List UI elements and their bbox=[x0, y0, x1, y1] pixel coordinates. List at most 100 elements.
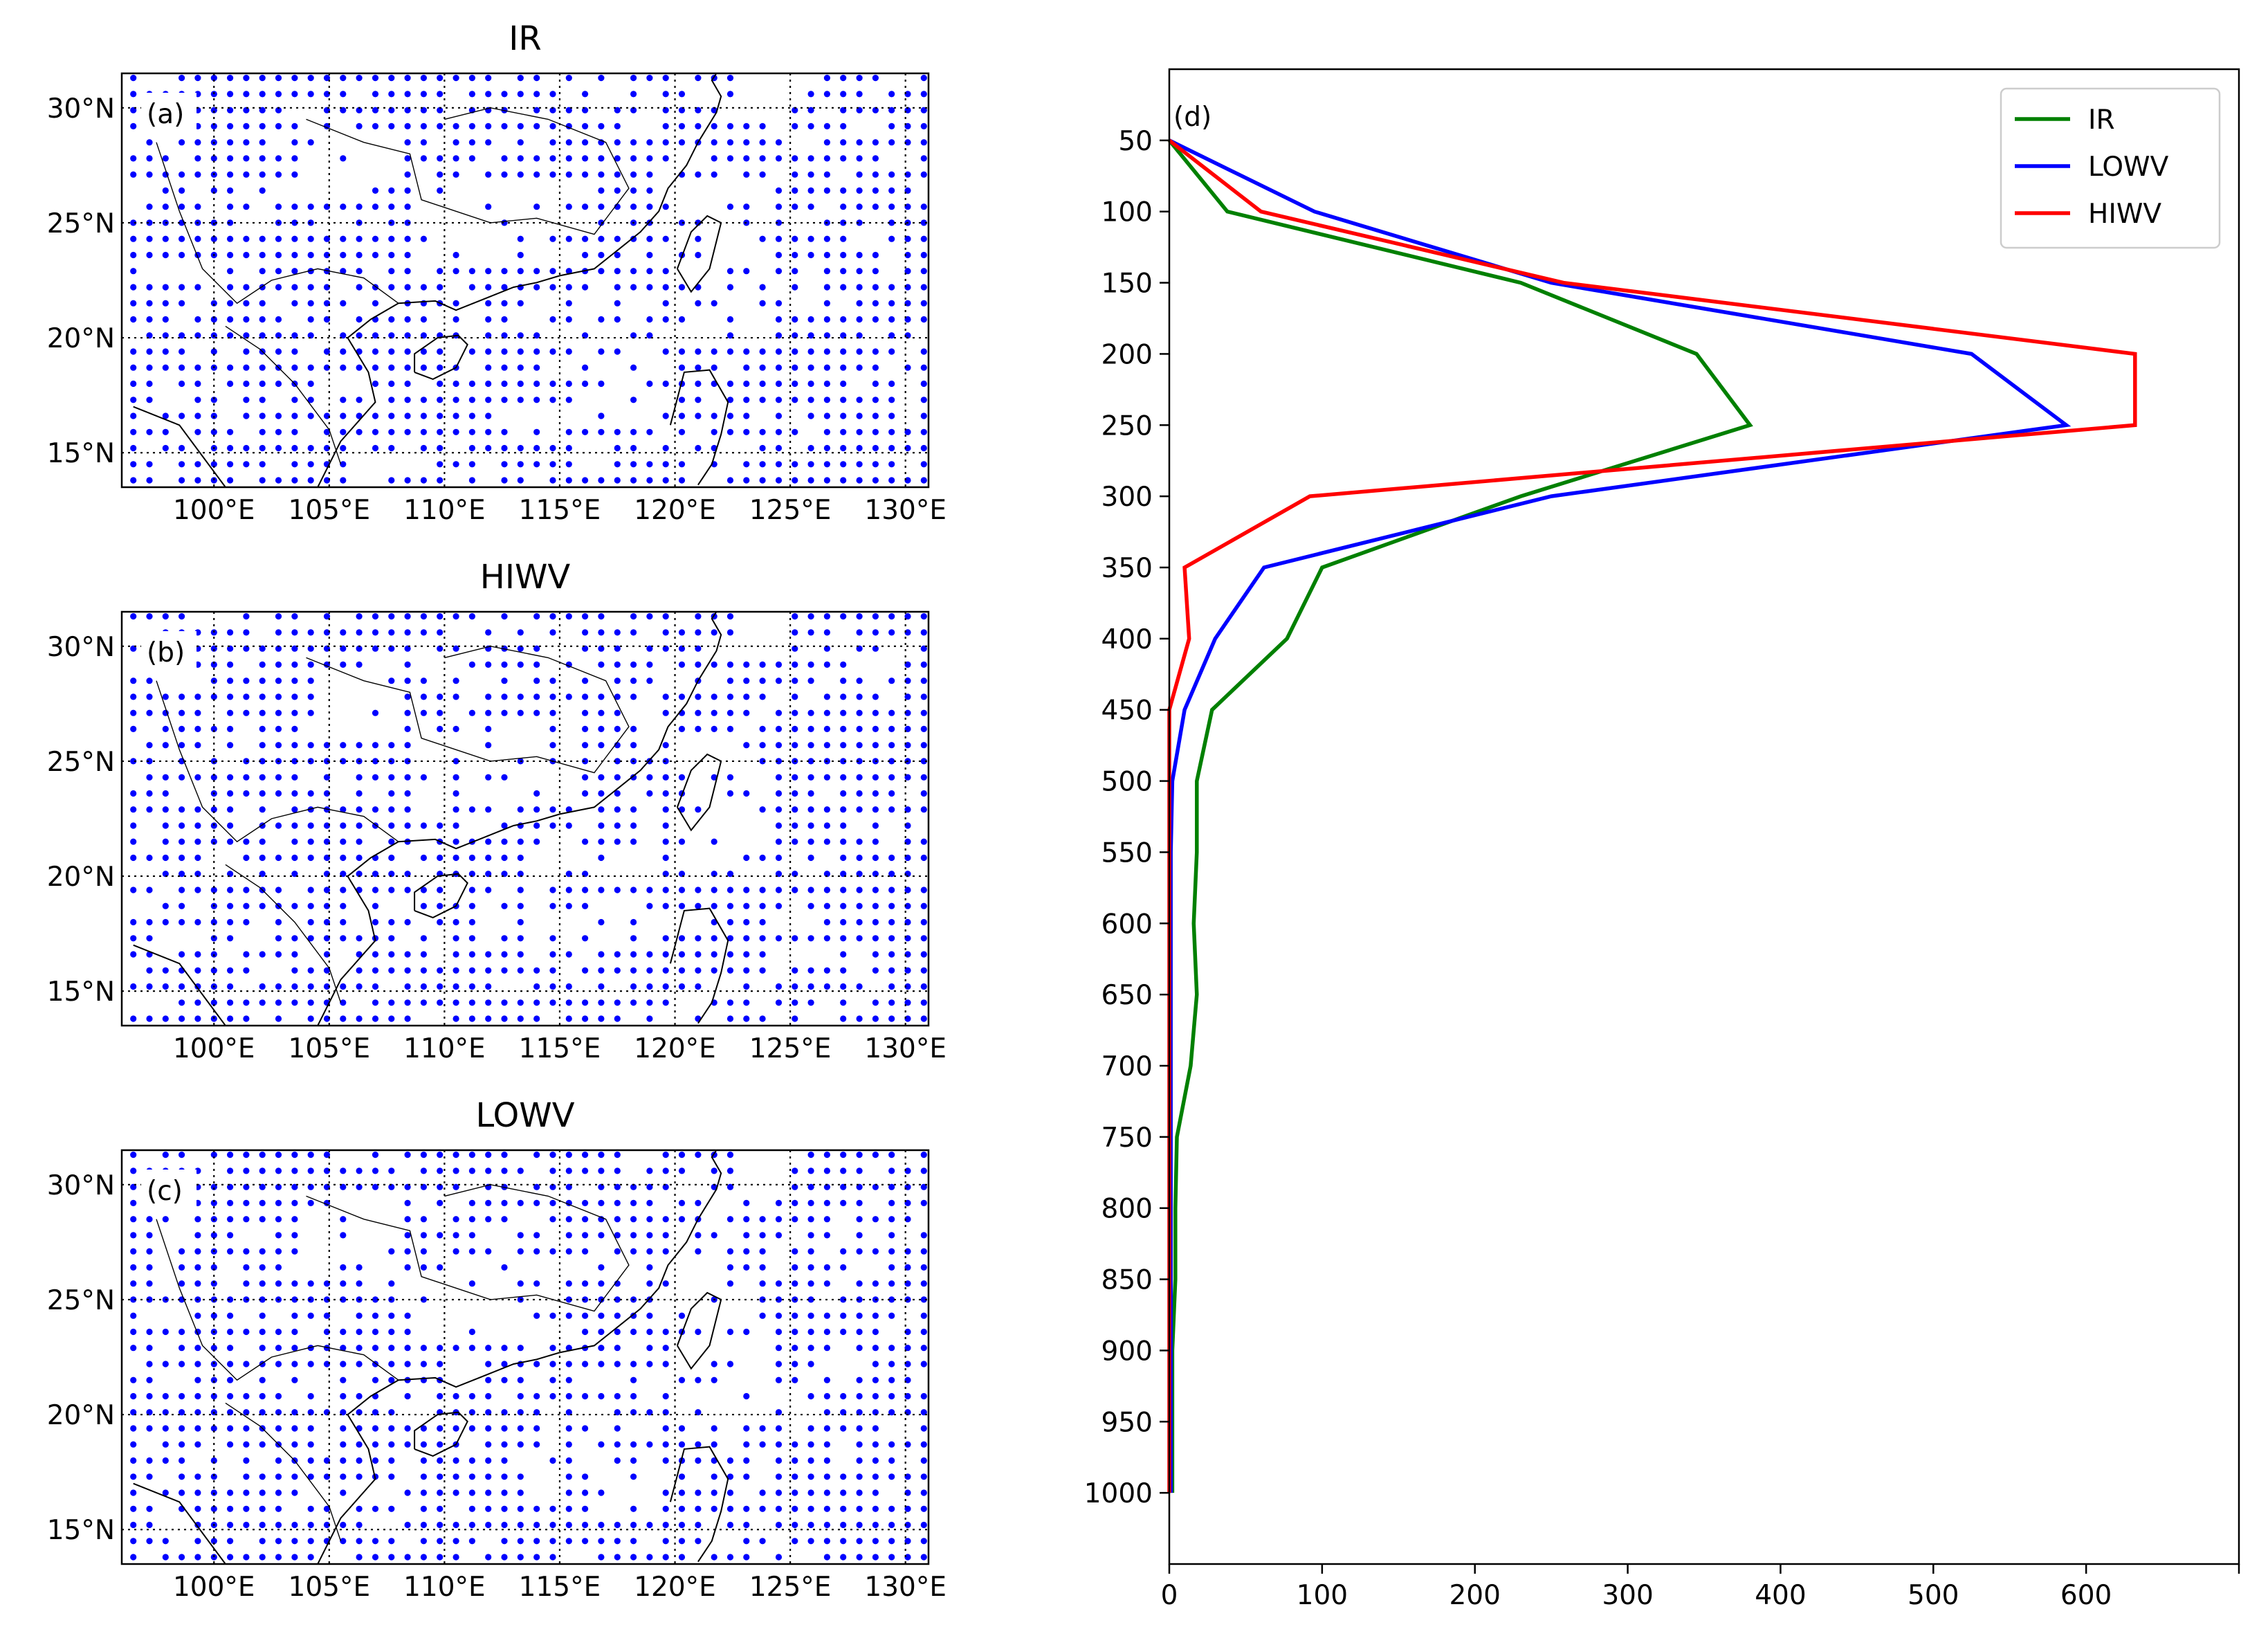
observation-point bbox=[194, 203, 201, 210]
observation-point bbox=[565, 1280, 572, 1287]
observation-point bbox=[695, 412, 702, 419]
observation-point bbox=[533, 999, 540, 1006]
observation-point bbox=[920, 629, 927, 636]
observation-point bbox=[388, 1457, 395, 1464]
observation-point bbox=[179, 1280, 185, 1287]
observation-point bbox=[227, 822, 234, 829]
observation-point bbox=[743, 790, 750, 797]
observation-point bbox=[533, 661, 540, 669]
observation-point bbox=[662, 1345, 669, 1352]
observation-point bbox=[291, 235, 298, 242]
observation-point bbox=[162, 790, 169, 797]
observation-point bbox=[210, 300, 217, 307]
observation-point bbox=[904, 1521, 911, 1529]
observation-point bbox=[388, 774, 395, 781]
observation-point bbox=[856, 1216, 863, 1223]
observation-point bbox=[888, 139, 895, 146]
observation-point bbox=[501, 1345, 508, 1352]
observation-point bbox=[823, 1216, 830, 1223]
observation-point bbox=[630, 428, 637, 435]
observation-point bbox=[695, 75, 702, 82]
observation-point bbox=[517, 139, 524, 146]
observation-point bbox=[517, 1489, 524, 1496]
observation-point bbox=[372, 806, 379, 813]
observation-point bbox=[146, 693, 153, 700]
observation-point bbox=[227, 1248, 234, 1255]
observation-point bbox=[775, 1505, 783, 1512]
observation-point bbox=[179, 477, 185, 484]
observation-point bbox=[872, 348, 879, 355]
observation-point bbox=[275, 1167, 282, 1174]
observation-point bbox=[227, 774, 234, 781]
observation-point bbox=[388, 678, 395, 684]
observation-point bbox=[259, 999, 266, 1006]
observation-point bbox=[243, 380, 250, 388]
observation-point bbox=[468, 1489, 476, 1496]
observation-point bbox=[565, 613, 572, 620]
observation-point bbox=[243, 1328, 250, 1336]
observation-point bbox=[468, 122, 476, 129]
observation-point bbox=[243, 284, 250, 291]
y-tick-label: 950 bbox=[1101, 1407, 1153, 1438]
observation-point bbox=[840, 1538, 847, 1545]
observation-point bbox=[437, 822, 443, 829]
observation-point bbox=[452, 790, 459, 797]
observation-point bbox=[678, 935, 686, 942]
observation-point bbox=[259, 1152, 266, 1158]
observation-point bbox=[533, 678, 540, 684]
observation-point bbox=[662, 1441, 669, 1448]
observation-point bbox=[646, 139, 653, 146]
observation-point bbox=[614, 444, 621, 452]
observation-point bbox=[146, 477, 153, 484]
observation-point bbox=[565, 268, 572, 275]
observation-point bbox=[307, 1441, 314, 1448]
observation-point bbox=[630, 999, 637, 1006]
observation-point bbox=[582, 139, 589, 146]
observation-point bbox=[210, 1296, 217, 1303]
observation-point bbox=[775, 364, 783, 371]
observation-point bbox=[823, 693, 830, 700]
observation-point bbox=[823, 1345, 830, 1352]
observation-point bbox=[856, 251, 863, 259]
observation-point bbox=[517, 380, 524, 388]
observation-point bbox=[549, 935, 556, 942]
observation-point bbox=[792, 774, 798, 781]
observation-point bbox=[227, 1199, 234, 1206]
observation-point bbox=[340, 251, 347, 259]
observation-point bbox=[501, 1216, 508, 1223]
observation-point bbox=[275, 951, 282, 958]
observation-point bbox=[582, 1015, 589, 1022]
observation-point bbox=[904, 887, 911, 893]
observation-point bbox=[146, 1361, 153, 1367]
observation-point bbox=[565, 822, 572, 829]
observation-point bbox=[404, 774, 411, 781]
observation-point bbox=[468, 1280, 476, 1287]
observation-point bbox=[872, 428, 879, 435]
observation-point bbox=[356, 645, 363, 652]
observation-point bbox=[307, 332, 314, 339]
observation-point bbox=[646, 1167, 653, 1174]
observation-point bbox=[468, 613, 476, 620]
observation-point bbox=[517, 693, 524, 700]
observation-point bbox=[759, 364, 766, 371]
observation-point bbox=[243, 397, 250, 403]
observation-point bbox=[759, 1216, 766, 1223]
observation-point bbox=[856, 709, 863, 716]
observation-point bbox=[179, 1328, 185, 1336]
observation-point bbox=[920, 1248, 927, 1255]
observation-point bbox=[227, 380, 234, 388]
observation-point bbox=[485, 1473, 492, 1480]
observation-point bbox=[695, 661, 702, 669]
observation-point bbox=[695, 1521, 702, 1529]
observation-point bbox=[646, 1248, 653, 1255]
observation-point bbox=[452, 1183, 459, 1190]
observation-point bbox=[598, 742, 605, 749]
observation-point bbox=[356, 1361, 363, 1367]
observation-point bbox=[565, 300, 572, 307]
observation-point bbox=[517, 268, 524, 275]
legend-label: IR bbox=[2088, 104, 2115, 136]
observation-point bbox=[275, 1489, 282, 1496]
observation-point bbox=[533, 1538, 540, 1545]
observation-point bbox=[130, 268, 137, 275]
y-tick-label: 700 bbox=[1101, 1051, 1153, 1082]
